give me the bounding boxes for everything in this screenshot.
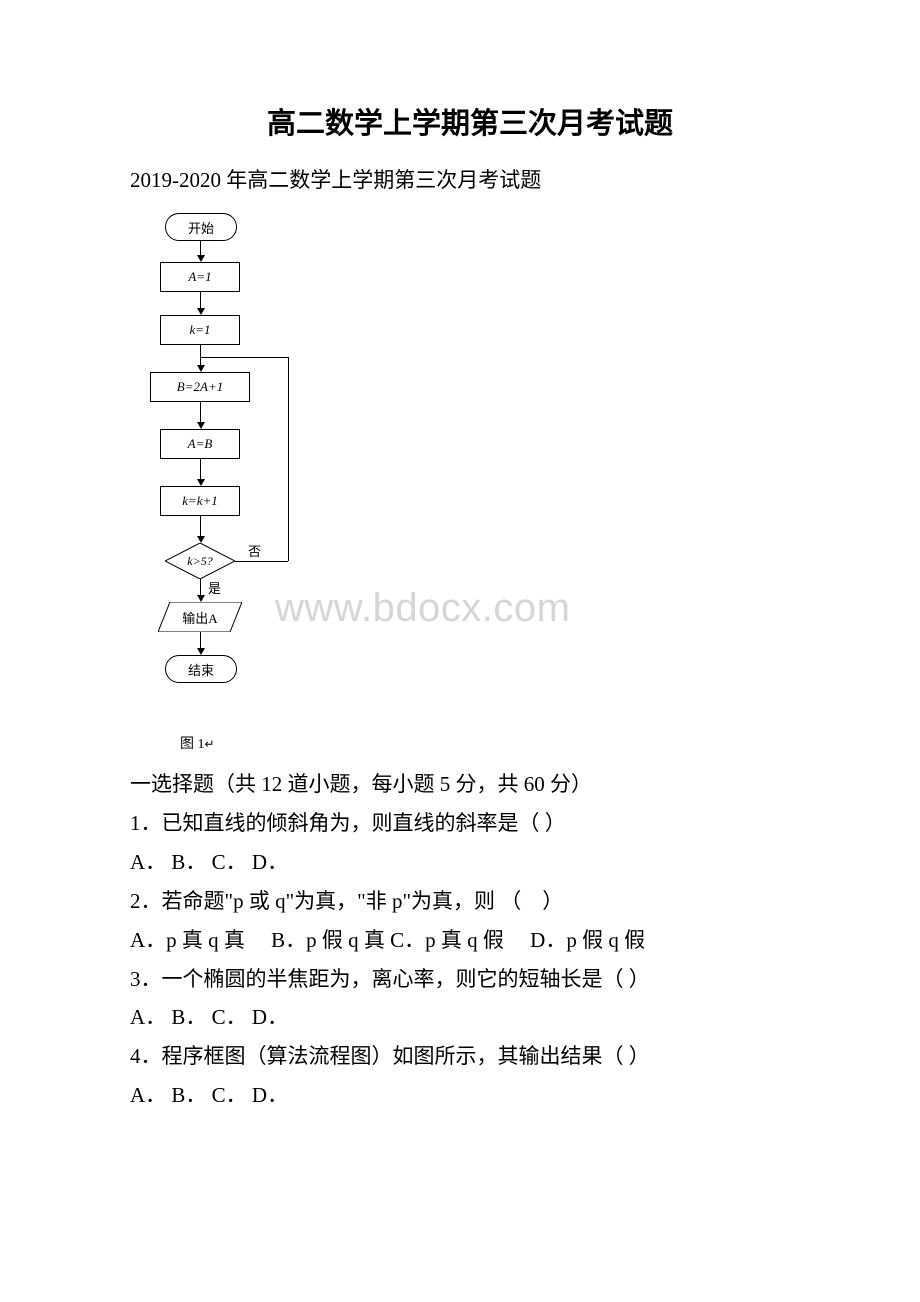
question-4-options: A． B． C． D． — [130, 1076, 810, 1115]
flowchart-decision: k>5? — [165, 543, 235, 579]
questions-section: 一选择题（共 12 道小题，每小题 5 分，共 60 分） 1．已知直线的倾斜角… — [130, 765, 810, 1115]
arrow-down-icon — [197, 536, 205, 543]
arrow-down-icon — [197, 595, 205, 602]
flowchart-output-text: 输出A — [158, 602, 242, 632]
section-header: 一选择题（共 12 道小题，每小题 5 分，共 60 分） — [130, 765, 810, 804]
flowchart-yes-label: 是 — [208, 578, 221, 597]
arrow-down-icon — [197, 479, 205, 486]
question-1: 1．已知直线的倾斜角为，则直线的斜率是（ ） — [130, 804, 810, 843]
flowchart-caption: 图 1↵ — [180, 733, 810, 753]
document-subtitle: 2019-2020 年高二数学上学期第三次月考试题 — [130, 166, 810, 195]
flowchart-process-ab: A=B — [160, 429, 240, 459]
arrow-down-icon — [197, 365, 205, 372]
flowchart-connector — [288, 357, 289, 561]
document-title: 高二数学上学期第三次月考试题 — [130, 100, 810, 142]
flowchart-no-label: 否 — [248, 541, 261, 560]
flowchart-process-k1: k=1 — [160, 315, 240, 345]
caption-text: 图 1 — [180, 737, 205, 752]
arrow-down-icon — [197, 255, 205, 262]
question-2: 2．若命题"p 或 q"为真，"非 p"为真，则 （ ） — [130, 882, 810, 921]
flowchart-output: 输出A — [158, 602, 242, 632]
flowchart-end: 结束 — [165, 655, 237, 683]
arrow-down-icon — [197, 308, 205, 315]
flowchart-connector — [200, 357, 288, 358]
flowchart-connector — [235, 561, 288, 562]
arrow-down-icon — [197, 648, 205, 655]
flowchart-decision-text: k>5? — [165, 543, 235, 579]
flowchart-start: 开始 — [165, 213, 237, 241]
caption-symbol: ↵ — [205, 737, 215, 751]
flowchart-process-kinc: k=k+1 — [160, 486, 240, 516]
question-3: 3．一个椭圆的半焦距为，离心率，则它的短轴长是（ ） — [130, 960, 810, 999]
question-2-options: A．p 真 q 真 B．p 假 q 真 C．p 真 q 假 D．p 假 q 假 — [130, 921, 810, 960]
question-1-options: A． B． C． D． — [130, 843, 810, 882]
question-3-options: A． B． C． D． — [130, 998, 810, 1037]
flowchart-process-b: B=2A+1 — [150, 372, 250, 402]
flowchart-diagram: 开始 A=1 k=1 B=2A+1 A=B k=k+1 k>5? 否 是 输出A — [130, 213, 330, 723]
arrow-down-icon — [197, 422, 205, 429]
flowchart-process-a1: A=1 — [160, 262, 240, 292]
question-4: 4．程序框图（算法流程图）如图所示，其输出结果（ ） — [130, 1037, 810, 1076]
